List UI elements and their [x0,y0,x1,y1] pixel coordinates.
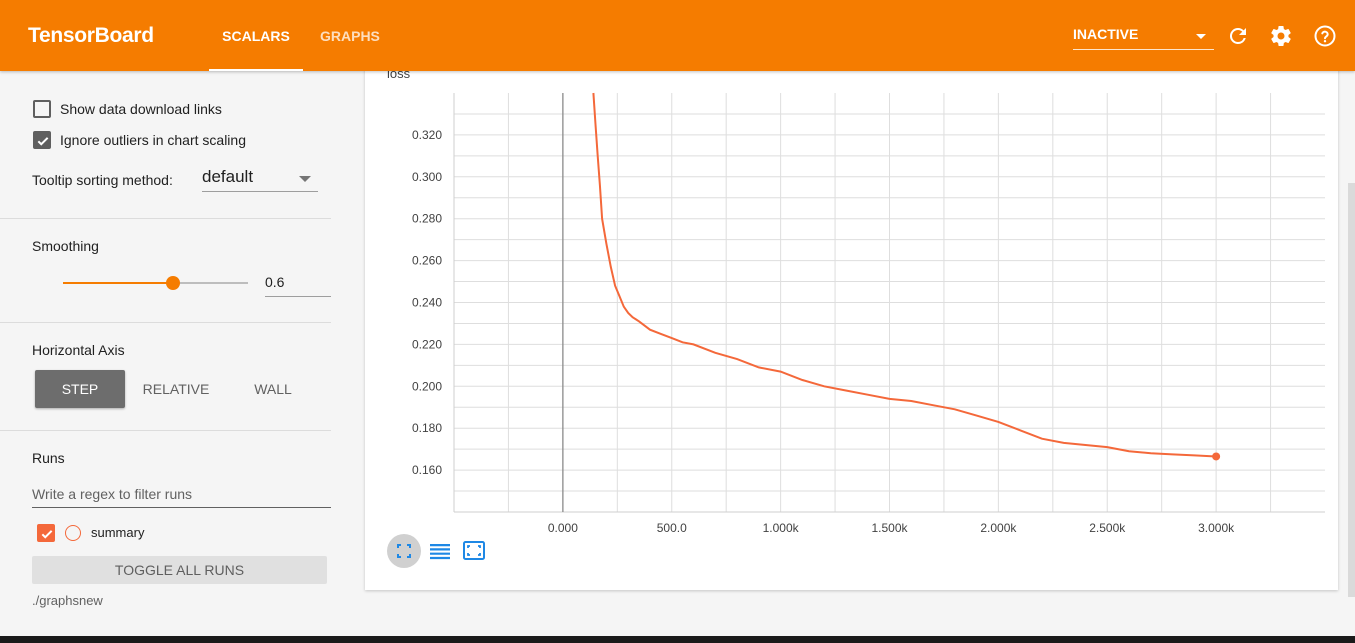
runs-filter-placeholder: Write a regex to filter runs [32,486,193,502]
checkmark-icon [41,530,53,539]
section-divider [0,218,331,219]
x-tick-label: 1.500k [871,521,908,535]
show-download-links-checkbox[interactable] [33,100,51,118]
runs-filter-input[interactable]: Write a regex to filter runs [32,482,331,508]
dashboard-select[interactable]: INACTIVE [1073,26,1214,50]
y-tick-label: 0.160 [412,463,442,477]
chevron-down-icon [299,176,311,182]
y-tick-label: 0.200 [412,379,442,393]
series-endpoint-marker [1212,452,1221,461]
zoom-select-icon [463,541,485,560]
smoothing-value-input[interactable]: 0.6 [265,271,331,297]
section-divider [0,430,331,431]
y-tick-label: 0.280 [412,212,442,226]
y-tick-label: 0.240 [412,296,442,310]
tab-scalars[interactable]: SCALARS [209,0,303,71]
show-download-links-label: Show data download links [60,101,222,117]
series-line-summary [592,92,1217,458]
tab-graphs-label: GRAPHS [320,28,380,44]
tab-graphs[interactable]: GRAPHS [320,0,380,71]
select-underline [202,191,318,192]
tooltip-sorting-select[interactable]: default [202,164,318,192]
x-tick-label: 500.0 [657,521,687,535]
runs-title: Runs [32,450,65,466]
x-tick-label: 2.500k [1089,521,1126,535]
select-zoom-button[interactable] [457,534,491,568]
top-app-bar: TensorBoard SCALARS GRAPHS INACTIVE [0,0,1355,71]
smoothing-slider-thumb[interactable] [166,276,180,290]
horizontal-axis-title: Horizontal Axis [32,342,125,358]
fullscreen-icon [397,544,411,558]
refresh-icon[interactable] [1226,24,1250,48]
tab-scalars-label: SCALARS [222,28,290,44]
axis-step-button[interactable]: STEP [35,370,125,408]
toggle-log-scale-button[interactable] [423,534,457,568]
app-title: TensorBoard [28,24,154,47]
smoothing-slider-fill [63,282,173,284]
chevron-down-icon [1196,34,1206,39]
x-tick-label: 1.000k [763,521,800,535]
tooltip-sorting-label: Tooltip sorting method: [32,172,173,188]
sidebar [0,71,347,643]
chart-card: loss 0.000 500.0 1.000k 1.500k 2.000k 2.500k 3… [365,63,1338,590]
help-icon[interactable] [1313,24,1337,48]
taskbar-edge [0,636,1355,643]
logdir-label: ./graphsnew [32,593,103,608]
y-tick-label: 0.300 [412,170,442,184]
run-color-swatch[interactable] [65,525,81,541]
smoothing-title: Smoothing [32,238,99,254]
axis-wall-button[interactable]: WALL [254,381,292,397]
list-icon [430,544,450,560]
scrollbar[interactable] [1348,183,1355,597]
input-underline [32,507,331,508]
run-summary-checkbox[interactable] [37,524,55,542]
y-tick-label: 0.220 [412,337,442,351]
smoothing-value: 0.6 [265,274,285,290]
loss-chart: loss 0.000 500.0 1.000k 1.500k 2.000k 2.500k 3… [387,66,1325,535]
y-tick-label: 0.260 [412,254,442,268]
y-tick-label: 0.320 [412,128,442,142]
input-underline [265,296,331,297]
fit-domain-button[interactable] [387,534,421,568]
x-tick-label: 2.000k [980,521,1017,535]
checkmark-icon [37,137,49,146]
x-tick-label: 0.000 [548,521,578,535]
axis-relative-button[interactable]: RELATIVE [142,381,210,397]
run-summary-label: summary [91,525,145,540]
ignore-outliers-label: Ignore outliers in chart scaling [60,132,246,148]
ignore-outliers-checkbox[interactable] [33,131,51,149]
x-tick-label: 3.000k [1198,521,1235,535]
tooltip-sorting-value: default [202,167,254,186]
toggle-all-runs-button[interactable]: TOGGLE ALL RUNS [32,556,327,584]
y-tick-label: 0.180 [412,421,442,435]
settings-gear-icon[interactable] [1269,24,1293,48]
section-divider [0,322,331,323]
active-tab-indicator [209,69,303,71]
dashboard-select-value: INACTIVE [1073,26,1139,42]
